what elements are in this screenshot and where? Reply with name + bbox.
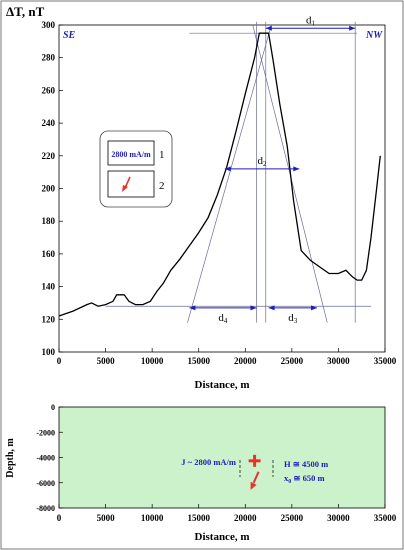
magnetization-label: J ~ 2800 mA/m: [181, 457, 236, 467]
depth-tick-label: -2000: [36, 428, 55, 437]
d3-arrowhead-right: [311, 305, 318, 311]
y-tick-label: 180: [42, 216, 56, 226]
tangent-line: [187, 24, 272, 323]
legend-arrow-icon: [122, 176, 131, 192]
x-axis-title: Distance, m: [195, 379, 250, 391]
arrow-head: [250, 481, 257, 490]
x-tick-label: 0: [57, 356, 62, 366]
legend-item-2-number: 2: [159, 180, 165, 192]
offset-label-var: x: [284, 473, 289, 483]
d3-arrowhead-left: [268, 305, 275, 311]
source-center-cross: [248, 454, 261, 467]
bottom-tick-labels: 0 5000 10000 15000 20000 25000 30000 35000 0 -200…: [36, 403, 396, 523]
legend-item-1-label: 2800 mA/m: [111, 150, 151, 159]
depth-tick-label: -8000: [36, 504, 55, 513]
bottom-x-tick-label: 30000: [327, 513, 350, 523]
y-tick-label: 100: [42, 347, 56, 357]
top-tick-labels: 0 5000 10000 15000 20000 25000 30000 3500010012…: [42, 20, 397, 366]
legend: 2800 mA/m 1 2: [99, 130, 173, 208]
depth-axis-title: Depth, m: [5, 438, 16, 478]
distance-markers: d1 d2 d3 d4: [189, 14, 356, 325]
bottom-x-tick-label: 0: [57, 513, 62, 523]
y-tick-label: 280: [42, 53, 56, 63]
bottom-x-tick-label: 25000: [281, 513, 304, 523]
legend-item-2-box: [107, 170, 155, 198]
d1-label: d1: [306, 14, 316, 27]
x-tick-label: 5000: [97, 356, 116, 366]
d4-arrowhead-right: [250, 305, 257, 311]
source-marker: [239, 454, 274, 490]
d1-arrowhead-right: [349, 25, 356, 31]
anomaly-chart: d1 d2 d3 d4 0 5000 10000 15000 20000 25000 30000 3…: [6, 4, 397, 391]
y-tick-label: 300: [42, 20, 56, 30]
offset-label-value: ≅ 650 m: [291, 473, 324, 483]
depth-label: H ≅ 4500 m: [284, 459, 328, 469]
y-axis-title: ΔT, nT: [6, 4, 45, 19]
depth-tick-label: -6000: [36, 479, 55, 488]
anomaly-curve: [58, 32, 381, 317]
legend-item-1-number: 1: [159, 149, 165, 161]
bottom-x-axis-title: Distance, m: [195, 531, 250, 543]
d2-label: d2: [258, 155, 268, 168]
x-tick-label: 35000: [374, 356, 397, 366]
depth-tick-label: -4000: [36, 454, 55, 463]
depth-section: 0 5000 10000 15000 20000 25000 30000 35000 0 -200…: [5, 403, 397, 543]
x-tick-label: 25000: [281, 356, 304, 366]
y-tick-label: 220: [42, 151, 56, 161]
legend-item-1-box: [107, 140, 155, 166]
offset-label: x0 ≅ 650 m: [284, 473, 325, 485]
d4-label: d4: [218, 312, 228, 325]
magnetization-arrow-icon: [250, 471, 260, 490]
d4-arrowhead-left: [189, 305, 196, 311]
y-tick-label: 260: [42, 85, 56, 95]
bottom-x-tick-label: 35000: [374, 513, 397, 523]
x-tick-label: 30000: [327, 356, 350, 366]
offset-label-sub: 0: [288, 479, 291, 485]
bottom-axis-ticks: [58, 406, 386, 509]
se-label: SE: [63, 30, 76, 41]
d2-arrowhead-left: [224, 166, 231, 172]
bottom-x-tick-label: 15000: [187, 513, 210, 523]
top-axis-ticks: [58, 24, 386, 353]
bottom-x-tick-label: 5000: [97, 513, 116, 523]
guide-lines: [105, 21, 372, 323]
y-tick-label: 160: [42, 249, 56, 259]
y-tick-label: 140: [42, 282, 56, 292]
y-tick-label: 200: [42, 184, 56, 194]
arrow-shaft: [252, 471, 260, 484]
d3-label: d3: [288, 312, 298, 325]
depth-tick-label: 0: [51, 403, 55, 412]
bottom-x-tick-label: 10000: [141, 513, 164, 523]
bottom-plot-area: [58, 406, 386, 509]
nw-label: NW: [365, 30, 383, 41]
y-tick-label: 240: [42, 118, 56, 128]
d1-arrowhead-left: [265, 25, 272, 31]
x-tick-label: 15000: [187, 356, 210, 366]
bottom-x-tick-label: 20000: [234, 513, 257, 523]
x-tick-label: 10000: [141, 356, 164, 366]
d2-arrowhead-right: [293, 166, 300, 172]
y-tick-label: 120: [42, 314, 56, 324]
x-tick-label: 20000: [234, 356, 257, 366]
